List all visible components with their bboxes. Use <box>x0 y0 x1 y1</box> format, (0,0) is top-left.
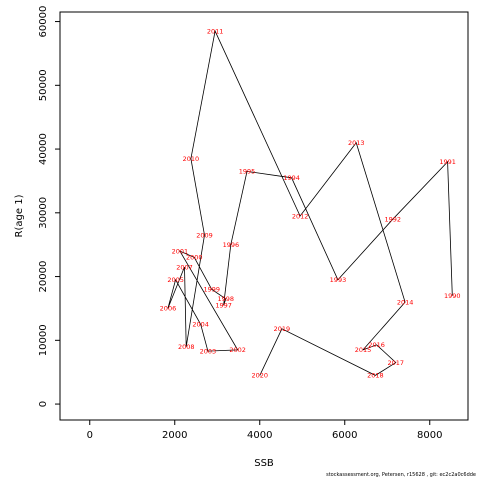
year-label: 1997 <box>215 302 232 310</box>
x-tick-label: 0 <box>87 430 93 441</box>
x-axis-title: SSB <box>254 458 274 469</box>
y-tick-label: 50000 <box>38 69 49 101</box>
x-axis: 0 2000 4000 6000 8000 <box>87 420 442 441</box>
year-label: 2000 <box>186 254 203 262</box>
plot-frame <box>59 11 469 421</box>
year-label: 1993 <box>330 276 347 284</box>
x-tick-label: 6000 <box>332 430 357 441</box>
y-tick-label: 60000 <box>38 6 49 38</box>
year-label: 1991 <box>439 158 456 166</box>
y-tick-label: 30000 <box>38 197 49 229</box>
year-label: 2005 <box>167 276 184 284</box>
point-labels: 1990 1991 1992 1993 1994 1995 1996 199719981999… <box>160 27 461 379</box>
year-label: 2004 <box>192 321 209 329</box>
year-label: 2013 <box>348 139 365 147</box>
y-axis: 0 10000 20000 30000 40000 50000 60000 <box>38 6 60 407</box>
year-label: 2012 <box>292 212 309 220</box>
year-label: 2009 <box>196 231 213 239</box>
year-label: 1996 <box>223 241 240 249</box>
y-tick-label: 20000 <box>38 261 49 293</box>
year-label: 2002 <box>229 346 246 354</box>
year-label: 2003 <box>200 347 217 355</box>
year-label: 1994 <box>283 174 300 182</box>
year-label: 1998 <box>217 295 234 303</box>
year-label: 1995 <box>239 168 256 176</box>
y-tick-label: 10000 <box>38 324 49 356</box>
year-label: 2015 <box>355 346 372 354</box>
year-label: 2017 <box>387 359 404 367</box>
year-label: 2020 <box>251 372 268 380</box>
year-label: 2010 <box>183 155 200 163</box>
year-label: 1999 <box>203 286 220 294</box>
x-tick-label: 2000 <box>162 430 187 441</box>
y-tick-label: 40000 <box>38 133 49 165</box>
year-label: 2016 <box>368 341 385 349</box>
year-label: 2001 <box>172 247 189 255</box>
series-line <box>167 29 453 376</box>
year-label: 1990 <box>444 292 461 300</box>
year-label: 1992 <box>385 215 402 223</box>
year-label: 2006 <box>160 305 177 313</box>
trajectory-line <box>167 29 453 376</box>
year-label: 2019 <box>274 325 291 333</box>
year-label: 2018 <box>367 372 384 380</box>
y-axis-title: R(age 1) <box>14 194 25 237</box>
year-label: 2008 <box>178 343 195 351</box>
x-tick-label: 8000 <box>417 430 442 441</box>
x-tick-label: 4000 <box>247 430 272 441</box>
y-tick-label: 0 <box>38 401 49 407</box>
year-label: 2011 <box>207 27 224 35</box>
year-label: 2007 <box>176 263 193 271</box>
footer-credit: stockassessment.org, Petersen, r15628 , … <box>326 472 476 478</box>
year-label: 2014 <box>397 298 414 306</box>
